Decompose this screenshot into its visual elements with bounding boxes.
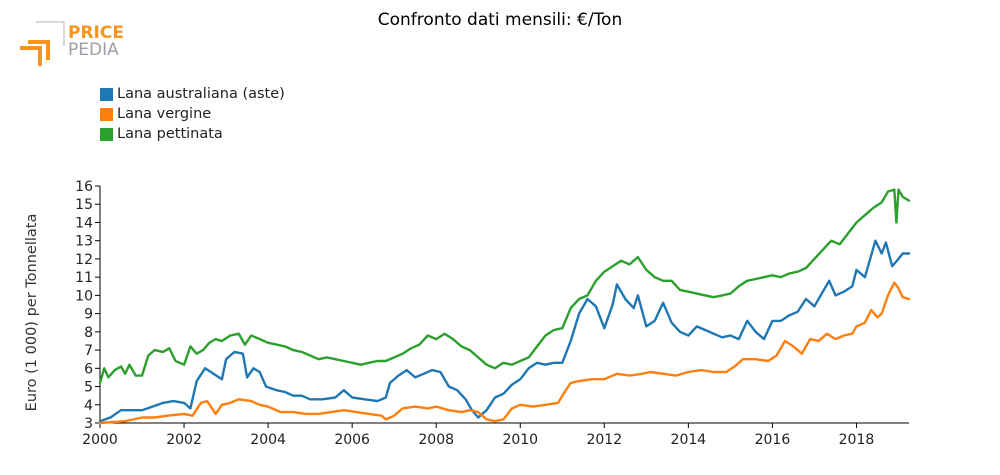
series-line-0	[98, 239, 911, 423]
chart-title: Confronto dati mensili: €/Ton	[377, 10, 623, 30]
y-tick-label: 9	[84, 307, 93, 323]
series-line-1	[98, 281, 911, 425]
x-tick-label: 2018	[839, 432, 875, 448]
x-tick-label: 2006	[334, 432, 370, 448]
y-tick-label: 7	[84, 343, 93, 359]
legend-swatch	[100, 107, 113, 121]
y-axis-title: Euro (1 000) per Tonnellata	[24, 214, 40, 412]
logo-mark-icon	[20, 21, 65, 66]
legend-swatch	[100, 87, 113, 101]
legend-label: Lana australiana (aste)	[117, 86, 285, 102]
y-tick-label: 13	[75, 234, 93, 250]
x-tick-label: 2010	[502, 432, 538, 448]
x-tick-label: 2008	[418, 432, 454, 448]
x-tick-label: 2000	[82, 432, 118, 448]
y-tick-label: 4	[84, 398, 93, 414]
x-tick-label: 2002	[166, 432, 202, 448]
y-tick-label: 15	[75, 197, 93, 213]
y-tick-label: 10	[75, 288, 93, 304]
y-tick-label: 5	[84, 380, 93, 396]
legend-label: Lana vergine	[117, 106, 212, 122]
legend-label: Lana pettinata	[117, 126, 223, 142]
x-tick-label: 2012	[586, 432, 622, 448]
legend-item: Lana vergine	[100, 104, 285, 124]
logo-line1: PRICE	[68, 23, 124, 43]
x-tick-label: 2014	[671, 432, 707, 448]
y-tick-label: 14	[75, 215, 93, 231]
pricepedia-logo: PRICE PEDIA	[18, 18, 128, 70]
x-tick-label: 2004	[250, 432, 286, 448]
legend-swatch	[100, 127, 113, 141]
legend-item: Lana australiana (aste)	[100, 84, 285, 104]
series-line-2	[98, 188, 911, 385]
y-tick-label: 11	[75, 270, 93, 286]
logo-line2: PEDIA	[68, 40, 119, 60]
x-tick-label: 2016	[755, 432, 791, 448]
y-tick-label: 6	[84, 361, 93, 377]
y-tick-label: 16	[75, 179, 93, 195]
y-tick-label: 8	[84, 325, 93, 341]
y-tick-label: 12	[75, 252, 93, 268]
chart-legend: Lana australiana (aste) Lana vergine Lana …	[100, 84, 285, 144]
y-tick-label: 3	[84, 416, 93, 432]
legend-item: Lana pettinata	[100, 124, 285, 144]
